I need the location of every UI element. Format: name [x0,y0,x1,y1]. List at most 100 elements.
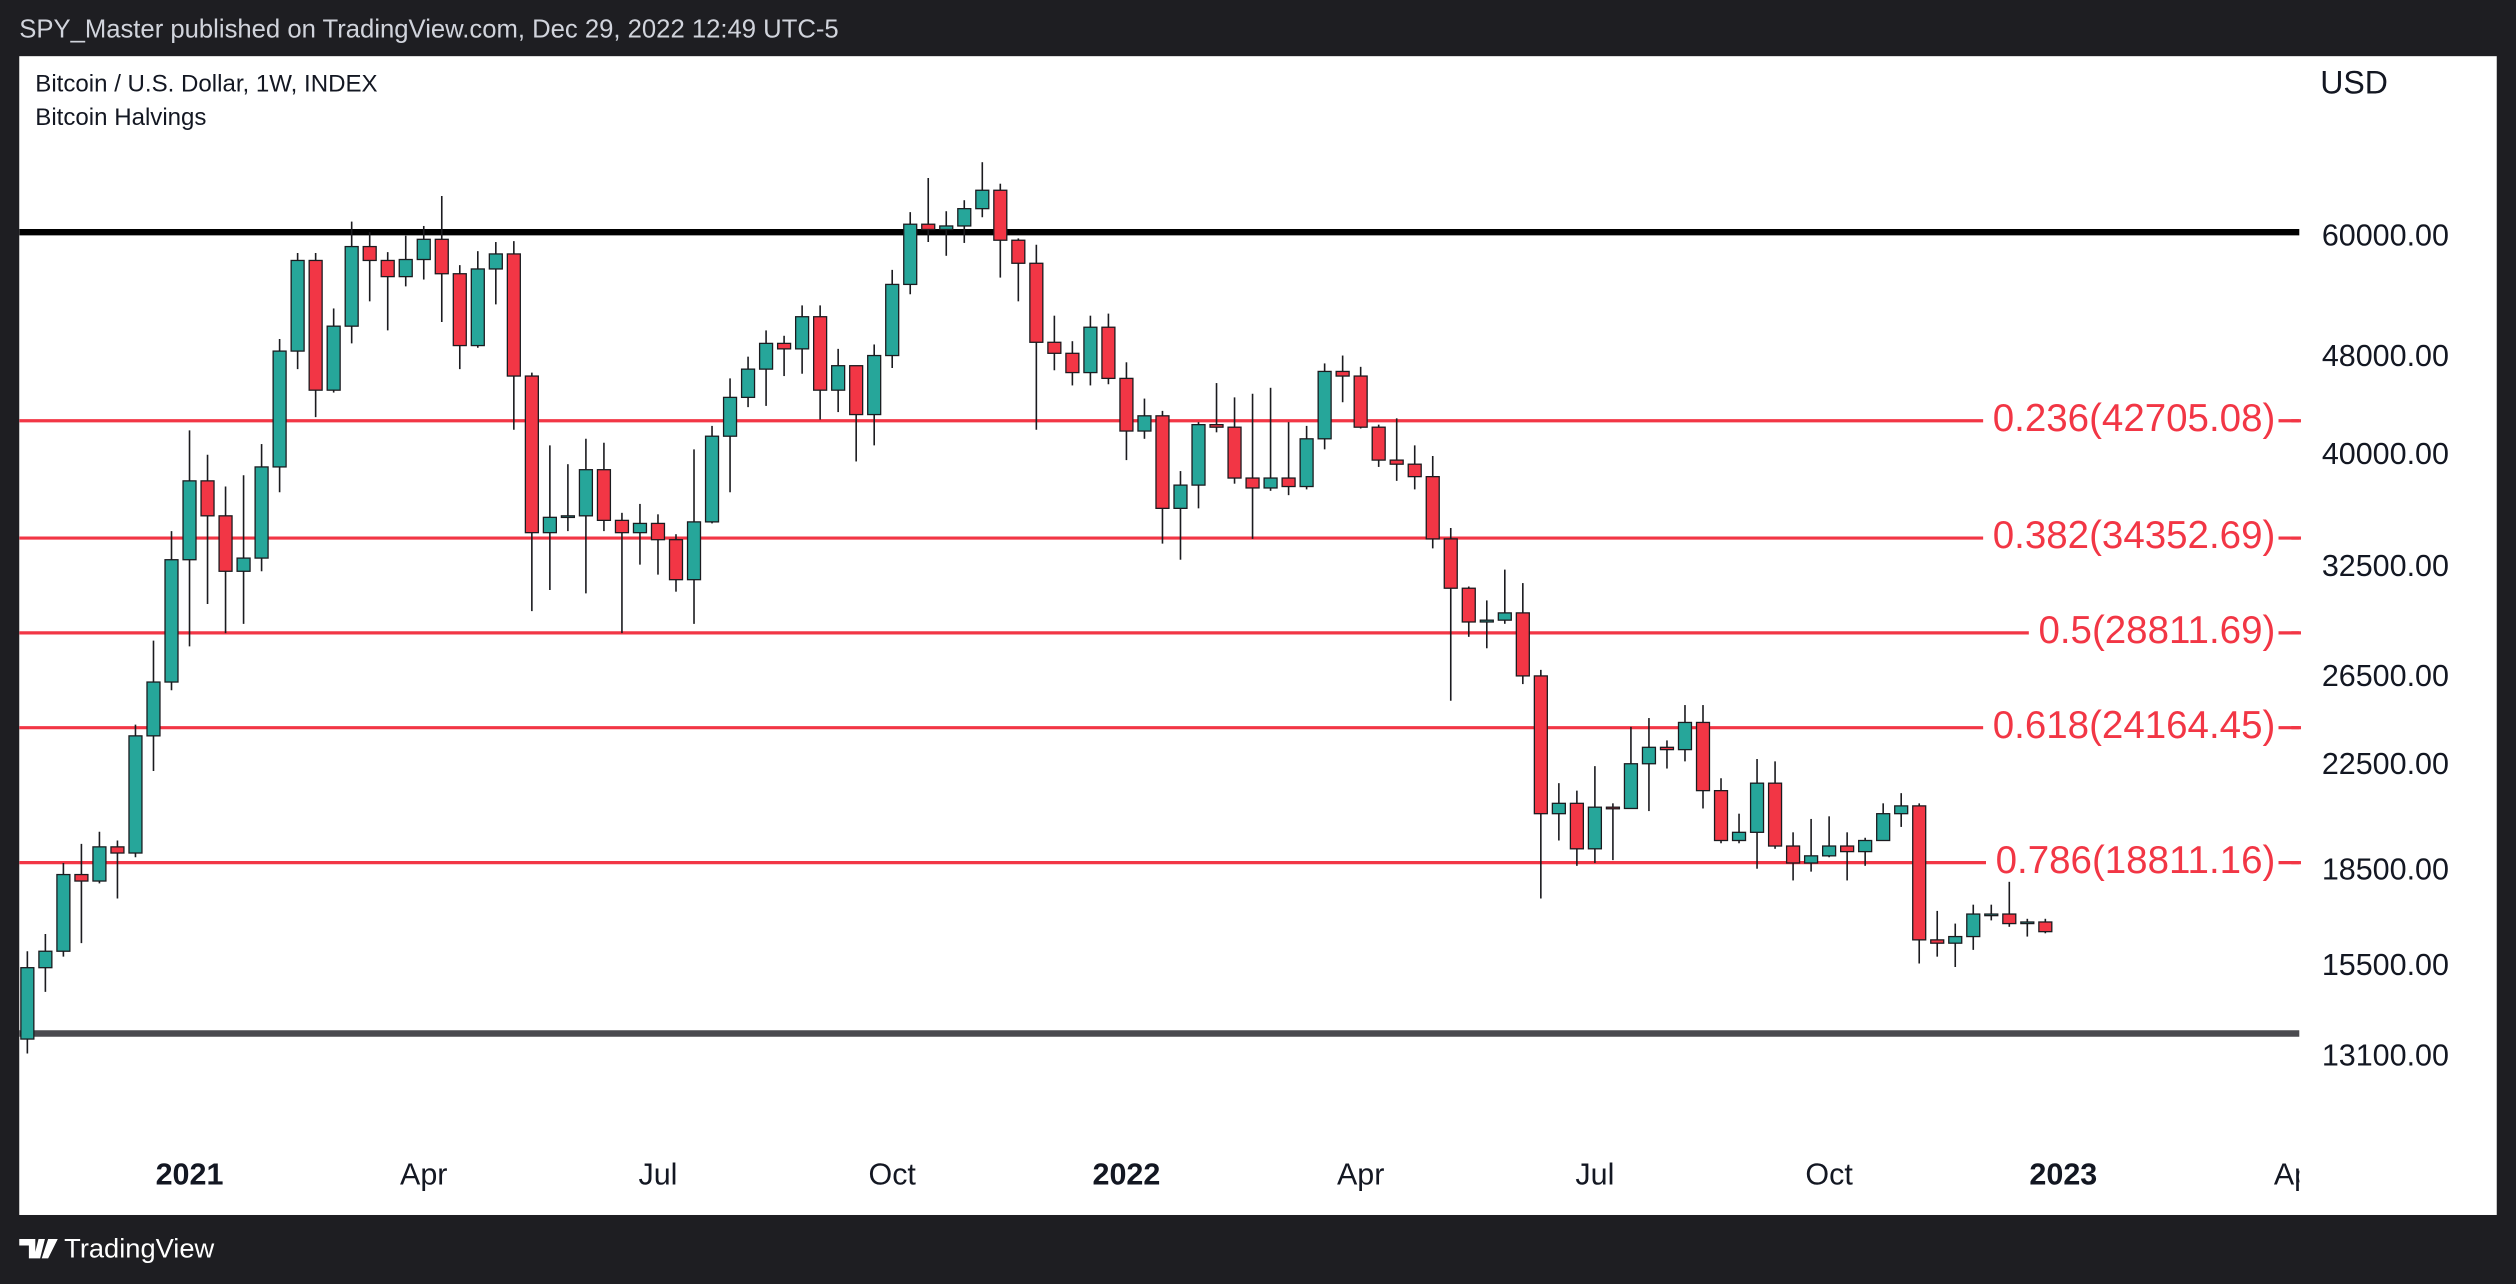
x-tick-label: Jul [638,1158,677,1192]
x-tick-label: Apr [400,1158,447,1192]
y-tick-label: 18500.00 [2322,853,2449,887]
candle-body [542,516,558,534]
candle-body [1227,426,1242,479]
candle-body [506,253,521,377]
candle-body [903,223,918,286]
candle-body [1821,845,1837,857]
candle-body [1389,459,1404,465]
candle-body [1083,326,1098,374]
candle-body [2020,921,2035,925]
candle-body [380,259,395,278]
candle-body [1533,675,1548,815]
fib-label: 0.5(28811.69) [2038,609,2275,652]
candle-body [1966,913,1981,938]
candle-body [218,515,233,572]
x-tick-label: Oct [868,1158,916,1192]
candle-body [849,365,864,416]
candle-body [1767,782,1783,847]
candle-body [1605,806,1621,810]
y-tick-label: 60000.00 [2322,219,2449,253]
candle-body [578,469,594,517]
candle-body [722,396,738,437]
candle-body [975,189,990,210]
fib-label-bg [1983,703,2279,747]
chart-title: Bitcoin / U.S. Dollar, 1W, INDEX [35,70,377,97]
x-tick-label: Oct [1805,1158,1853,1192]
candle-body [470,268,485,347]
logo-mark [19,1239,58,1259]
candle-body [452,273,467,347]
candle-body [308,259,323,391]
y-axis-label: USD [2320,65,2388,101]
x-tick-label: Jul [1575,1158,1614,1192]
candle-body [885,283,900,357]
candle-body [650,522,666,541]
candle-body [1948,935,1963,944]
candle-body [1785,845,1801,864]
candle-body [1587,806,1603,850]
candle-body [20,967,35,1040]
x-axis: 2021 Apr Jul Oct 2022 Apr Jul Oct 2023 Apr [156,1158,2321,1192]
candle-body [1659,746,1675,751]
candle-body [2002,913,2017,925]
candle-body [668,539,684,581]
candle-body [362,245,377,262]
candle-body [560,515,576,519]
candle-body [1101,326,1116,380]
candle-body [921,223,936,231]
candle-body [1155,415,1170,509]
candle-body [1029,262,1044,343]
candle-body [1894,805,1909,815]
candle-body [38,950,53,969]
candle-body [957,208,972,227]
candle-body [290,259,305,352]
candle-body [236,557,251,572]
fib-label: 0.618(24164.45) [1993,704,2276,747]
candle-body [1461,587,1476,623]
candle-body [596,469,612,522]
x-tick-label: 2021 [156,1158,224,1192]
candle-body [110,846,125,854]
candle-body [1317,370,1332,440]
candle-body [1677,721,1693,751]
candle-body [1515,612,1530,677]
y-tick-label: 40000.00 [2322,437,2449,471]
candle-body [1876,813,1891,842]
candle-body [1191,423,1206,486]
candle-body [831,365,846,391]
candle-body [524,375,539,534]
candle-body [1803,855,1819,864]
fib-label-bg [1986,838,2279,882]
candle-body [254,466,269,559]
candle-body [776,342,792,350]
candle-body [1713,789,1729,842]
candle-body [1263,477,1278,489]
candle-body [92,846,107,882]
candle-body [632,522,648,534]
candle-body [1065,352,1080,374]
candle-body [758,342,774,370]
x-tick-label: 2023 [2029,1158,2097,1192]
candle-body [416,238,431,261]
candle-body [146,681,161,737]
candle-body [1407,463,1422,478]
candle-body [1299,438,1314,488]
footer-brand: TradingView [64,1232,214,1263]
candle-body [1119,377,1134,432]
candle-body [1425,476,1440,540]
candle-body [1912,805,1927,941]
logo: TradingView [19,1232,215,1263]
y-tick-label: 22500.00 [2322,747,2449,781]
fib-label-bg [1983,514,2279,558]
x-tick-label: Apr [2274,1158,2321,1192]
fib-label: 0.236(42705.08) [1993,397,2276,440]
candle-body [1047,341,1062,354]
plot [19,162,2300,1054]
candle-body [1443,538,1458,589]
candle-body [1569,802,1585,850]
candle-body [1858,839,1873,853]
candle-body [200,480,215,517]
candle-body [56,873,71,952]
candle-body [794,316,810,350]
candle-body [1173,484,1188,509]
